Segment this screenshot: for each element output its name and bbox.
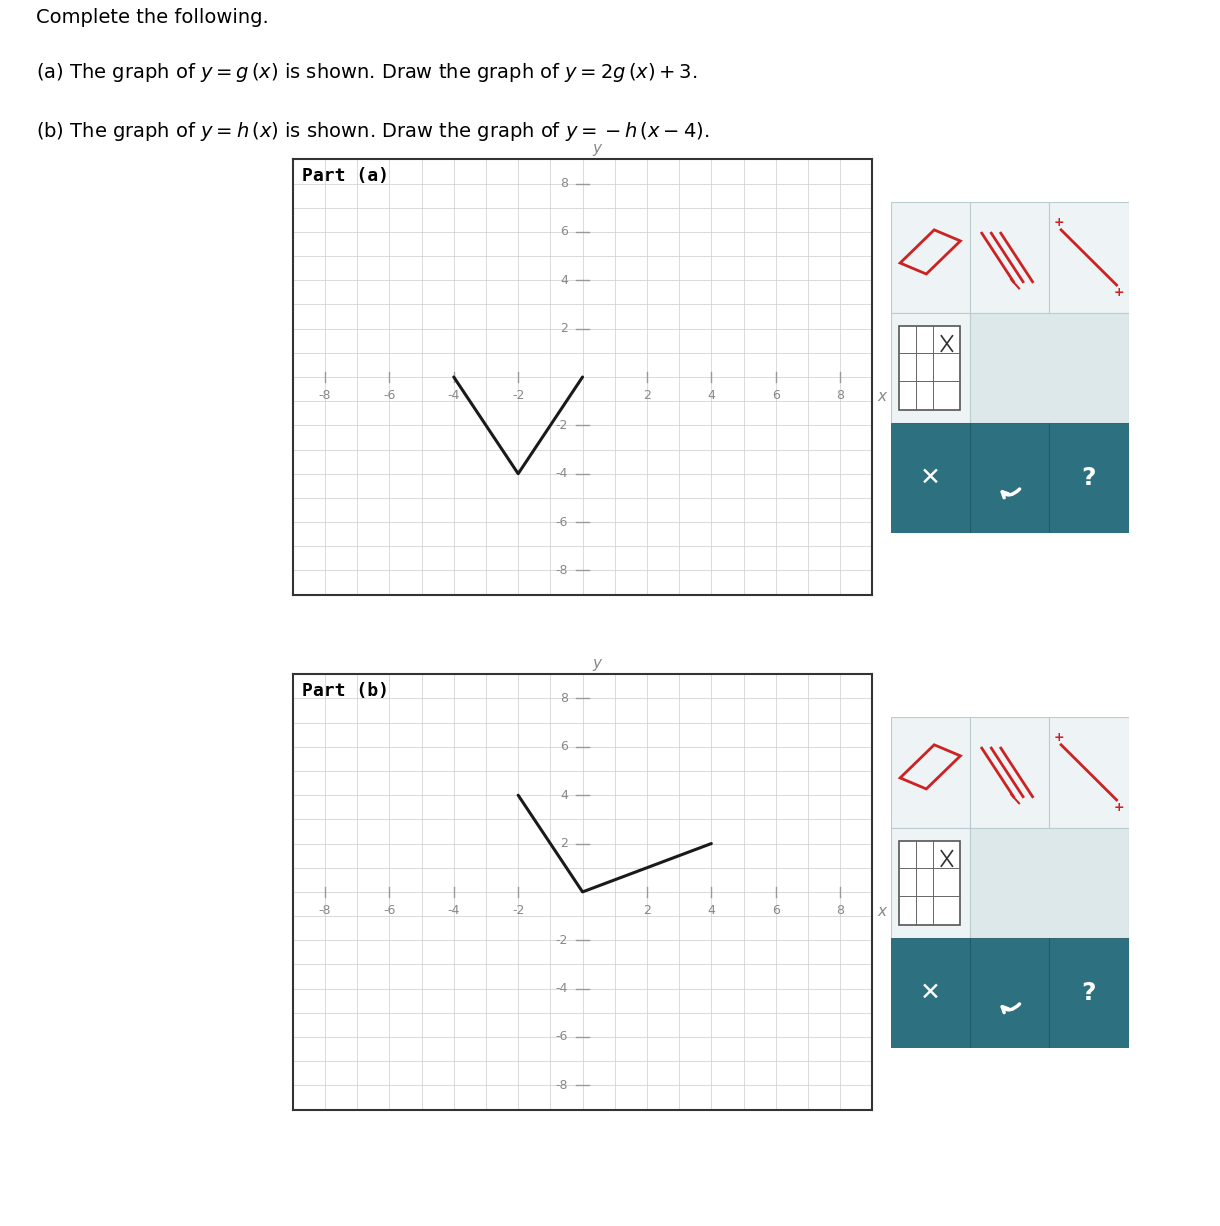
Text: ?: ? (1082, 981, 1096, 1005)
Text: 6: 6 (772, 389, 780, 402)
FancyBboxPatch shape (887, 197, 1132, 539)
Text: ?: ? (1082, 466, 1096, 490)
Text: 2: 2 (643, 389, 651, 402)
Bar (891, 202, 970, 313)
Text: -6: -6 (555, 516, 569, 528)
Text: ✕: ✕ (920, 466, 941, 490)
Bar (970, 313, 1128, 423)
Bar (970, 423, 1049, 533)
Bar (970, 202, 1049, 313)
Text: 8: 8 (560, 177, 569, 190)
Bar (1049, 717, 1128, 828)
Bar (1049, 938, 1128, 1048)
Bar (891, 313, 970, 423)
Text: 2: 2 (560, 322, 569, 335)
Text: -2: -2 (555, 419, 569, 432)
Text: 4: 4 (708, 904, 715, 917)
Text: (a) The graph of $y = g\,(x)$ is shown. Draw the graph of $y = 2g\,(x) + 3$.: (a) The graph of $y = g\,(x)$ is shown. … (37, 60, 698, 83)
Text: -8: -8 (318, 904, 332, 917)
Text: x: x (877, 389, 886, 405)
Text: +: + (1114, 801, 1125, 814)
Bar (970, 828, 1128, 938)
Text: -2: -2 (555, 934, 569, 946)
Bar (1049, 423, 1128, 533)
Text: 2: 2 (560, 837, 569, 850)
Text: Part (b): Part (b) (303, 682, 389, 700)
Bar (1049, 202, 1128, 313)
Text: -2: -2 (512, 904, 525, 917)
Text: 6: 6 (560, 226, 569, 238)
Text: x: x (877, 904, 886, 920)
Bar (891, 938, 970, 1048)
Text: y: y (592, 141, 601, 156)
Bar (891, 423, 970, 533)
Text: -6: -6 (555, 1031, 569, 1043)
Text: y: y (592, 656, 601, 671)
Text: 6: 6 (772, 904, 780, 917)
Text: 4: 4 (560, 788, 569, 802)
Text: +: + (1053, 731, 1064, 744)
Text: Complete the following.: Complete the following. (37, 7, 268, 27)
Text: -8: -8 (555, 564, 569, 577)
Text: 4: 4 (708, 389, 715, 402)
FancyBboxPatch shape (887, 711, 1132, 1054)
Text: -6: -6 (383, 389, 395, 402)
Text: ✕: ✕ (920, 981, 941, 1005)
Text: -2: -2 (512, 389, 525, 402)
Bar (970, 717, 1049, 828)
Bar (898, 841, 960, 924)
Text: -4: -4 (448, 904, 460, 917)
Text: +: + (1053, 216, 1064, 229)
Text: -4: -4 (448, 389, 460, 402)
Text: 4: 4 (560, 273, 569, 287)
Text: (b) The graph of $y = h\,(x)$ is shown. Draw the graph of $y = -h\,(x - 4)$.: (b) The graph of $y = h\,(x)$ is shown. … (37, 120, 709, 142)
Text: -4: -4 (555, 982, 569, 996)
Bar (898, 326, 960, 409)
Text: 8: 8 (560, 691, 569, 705)
Text: -8: -8 (555, 1079, 569, 1092)
Text: -8: -8 (318, 389, 332, 402)
Text: +: + (1114, 286, 1125, 299)
Text: 8: 8 (836, 389, 844, 402)
Text: 6: 6 (560, 741, 569, 753)
Bar (891, 828, 970, 938)
Bar (970, 938, 1049, 1048)
Bar (891, 717, 970, 828)
Text: -6: -6 (383, 904, 395, 917)
Text: 2: 2 (643, 904, 651, 917)
Text: 8: 8 (836, 904, 844, 917)
Text: Part (a): Part (a) (303, 167, 389, 185)
Text: -4: -4 (555, 467, 569, 481)
